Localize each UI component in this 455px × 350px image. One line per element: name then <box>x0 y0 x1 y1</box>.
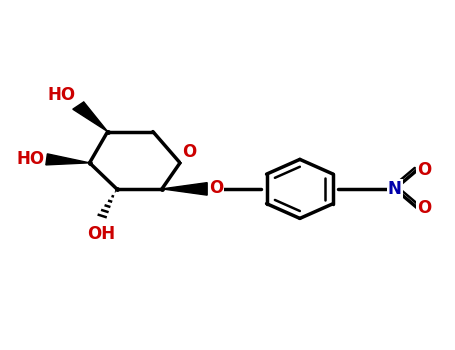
Text: O: O <box>417 199 431 217</box>
Text: O: O <box>209 179 224 197</box>
Text: HO: HO <box>48 86 76 104</box>
Text: N: N <box>388 180 402 198</box>
Polygon shape <box>46 154 90 165</box>
Polygon shape <box>73 102 108 132</box>
Text: O: O <box>182 143 197 161</box>
Text: OH: OH <box>87 225 115 243</box>
Text: HO: HO <box>16 150 44 168</box>
Polygon shape <box>162 183 207 195</box>
Text: O: O <box>417 161 431 179</box>
